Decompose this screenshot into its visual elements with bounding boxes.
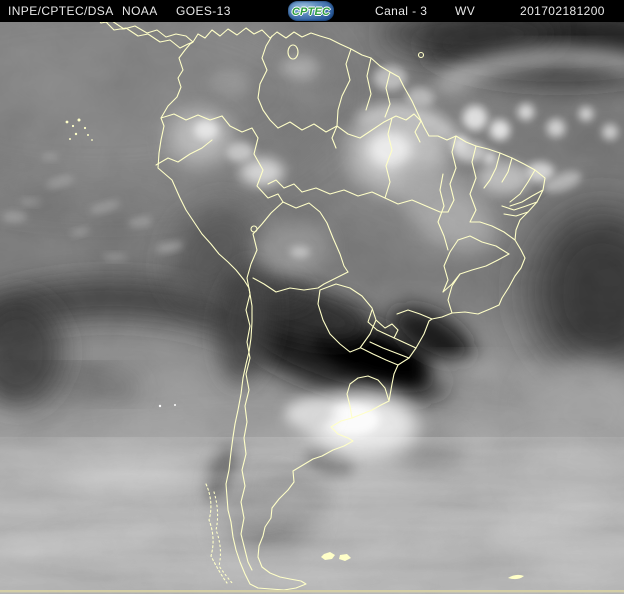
wv-texture — [0, 22, 624, 594]
product-info-bar: INPE/CPTEC/DSA NOAA GOES-13 CPTEC Canal … — [0, 0, 624, 22]
organization-label: NOAA — [122, 4, 158, 18]
map-islands — [65, 51, 524, 580]
agency-label: INPE/CPTEC/DSA — [8, 4, 114, 18]
cptec-logo-text: CPTEC — [291, 6, 331, 18]
satellite-name-label: GOES-13 — [176, 4, 231, 18]
timestamp-label: 201702181200 — [520, 4, 605, 18]
channel-label: Canal - 3 — [375, 4, 428, 18]
map-borders — [99, 22, 546, 591]
band-label: WV — [455, 4, 476, 18]
cptec-logo: CPTEC — [288, 1, 334, 21]
map-edge-line — [0, 590, 624, 593]
water-vapor-satellite-image — [0, 22, 624, 594]
